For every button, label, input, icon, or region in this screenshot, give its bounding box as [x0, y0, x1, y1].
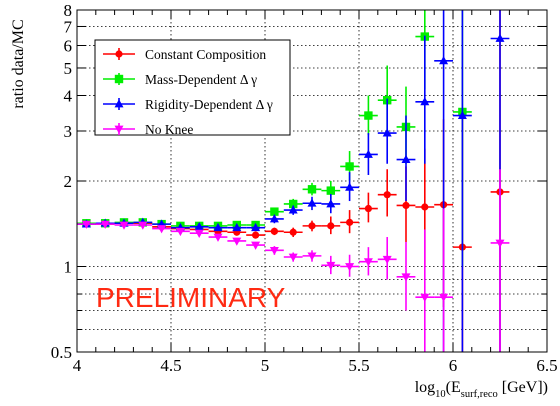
x-tick-label: 6.5 — [536, 356, 557, 375]
y-tick-label: 1 — [64, 258, 73, 277]
x-axis-label-prefix-sub: 10 — [435, 389, 446, 400]
data-point — [363, 149, 373, 158]
data-point — [252, 231, 260, 239]
data-point — [495, 239, 505, 248]
data-point — [157, 225, 167, 234]
legend-marker — [114, 74, 124, 84]
data-point — [326, 186, 335, 195]
data-point — [420, 293, 430, 302]
data-point — [364, 204, 372, 213]
data-point — [194, 229, 204, 238]
y-tick-label: 2 — [64, 172, 73, 191]
data-point — [421, 203, 429, 211]
data-point — [401, 273, 411, 282]
data-point — [401, 154, 411, 163]
y-tick-label: 8 — [64, 1, 73, 20]
legend-entry-1: Constant Composition — [103, 47, 266, 62]
y-tick-label: 0.5 — [51, 343, 72, 362]
data-point — [232, 237, 242, 246]
data-point — [269, 214, 279, 223]
data-point — [345, 182, 355, 191]
data-point — [402, 201, 410, 210]
x-axis-label-mid-sub: surf,reco — [461, 389, 498, 400]
data-point — [327, 222, 335, 230]
y-tick-label: 3 — [64, 122, 73, 141]
x-axis-label: log10(Esurf,reco [GeV]) — [415, 379, 548, 400]
data-point — [81, 220, 91, 229]
y-tick-label: 4 — [64, 87, 73, 106]
data-point — [383, 191, 391, 199]
annotation-preliminary: PRELIMINARY — [96, 282, 286, 313]
y-tick-label: 5 — [64, 59, 73, 78]
legend-marker — [114, 125, 124, 134]
y-axis-label: ratio data/MC — [10, 19, 27, 108]
legend-marker — [114, 99, 124, 108]
data-point — [364, 111, 373, 120]
legend: Constant Composition Mass-Dependent Δ γ Ri… — [94, 39, 291, 137]
x-axis-label-prefix: log — [415, 379, 435, 396]
legend-entry-2: Mass-Dependent Δ γ — [103, 72, 257, 87]
data-point — [269, 246, 279, 256]
x-axis-label-mid: (E — [446, 379, 461, 396]
x-tick-label: 4.5 — [160, 356, 181, 375]
legend-marker — [115, 50, 123, 58]
data-point — [251, 222, 261, 232]
data-point — [289, 199, 298, 209]
data-point — [213, 233, 223, 242]
data-point — [439, 293, 449, 302]
legend-entry-4: No Knee — [103, 122, 193, 137]
legend-entries: Constant Composition Mass-Dependent Δ γ Ri… — [103, 47, 273, 137]
data-point — [119, 221, 129, 230]
data-point — [308, 222, 316, 230]
data-point — [495, 33, 505, 42]
series-4 — [77, 169, 510, 352]
data-point — [326, 199, 336, 208]
y-tick-label: 6 — [64, 36, 73, 55]
data-point — [138, 221, 148, 230]
data-point — [100, 220, 110, 229]
data-point — [363, 258, 373, 267]
data-point — [382, 255, 392, 265]
data-point — [457, 110, 467, 119]
data-point — [251, 241, 261, 250]
data-point — [194, 221, 204, 231]
x-tick-label: 5 — [261, 356, 270, 375]
legend-box — [94, 39, 291, 136]
data-point — [270, 207, 279, 216]
data-point — [382, 128, 392, 137]
data-point — [288, 253, 298, 262]
legend-entry-3: Rigidity-Dependent Δ γ — [103, 97, 273, 112]
legend-label: Mass-Dependent Δ γ — [145, 72, 257, 87]
x-tick-label: 6 — [449, 356, 458, 375]
data-point — [345, 263, 355, 272]
data-point — [326, 261, 336, 271]
series-3 — [77, 10, 510, 352]
data-point — [345, 162, 354, 171]
data-point — [175, 227, 185, 237]
data-point — [270, 227, 278, 235]
data-point — [288, 205, 298, 214]
data-point — [346, 218, 354, 226]
plot-marks — [77, 10, 510, 352]
data-point — [307, 185, 317, 194]
data-point — [232, 222, 242, 232]
legend-label: No Knee — [145, 122, 193, 137]
x-tick-label: 4 — [73, 356, 82, 375]
data-point — [213, 222, 223, 232]
data-point — [289, 228, 297, 236]
x-axis-label-suffix: [GeV]) — [498, 379, 548, 396]
data-point — [307, 198, 317, 207]
legend-label: Constant Composition — [145, 47, 266, 62]
y-tick-label: 7 — [64, 17, 73, 36]
data-point — [307, 252, 317, 261]
data-point — [439, 55, 449, 65]
x-tick-label: 5.5 — [348, 356, 369, 375]
data-point — [420, 97, 430, 106]
legend-label: Rigidity-Dependent Δ γ — [145, 97, 273, 112]
